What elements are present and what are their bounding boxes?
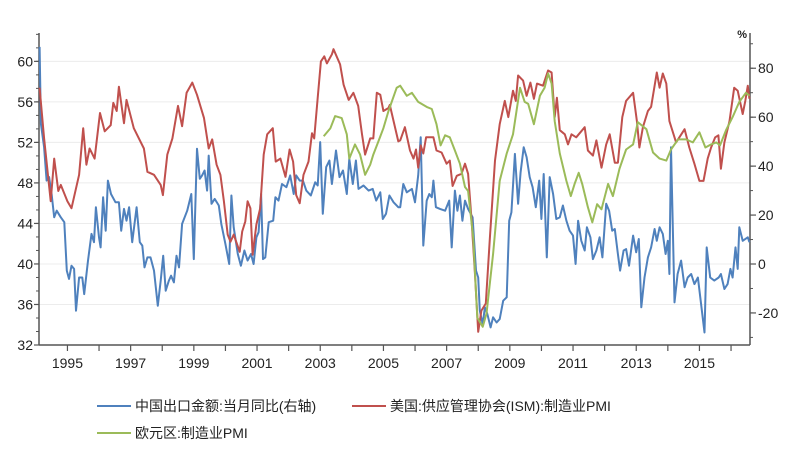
left-axis-tick-label: 56 [17,94,33,110]
x-axis-tick-label: 2001 [241,355,272,371]
eurozone-pmi-line [322,72,751,328]
x-axis-tick-label: 2005 [368,355,399,371]
legend-swatch-blue [97,405,131,407]
x-axis-tick-label: 2015 [684,355,715,371]
left-axis-tick-label: 36 [17,296,33,312]
legend-item-eurozone-pmi: 欧元区:制造业PMI [97,423,248,443]
legend-label: 欧元区:制造业PMI [135,425,248,441]
us-ism-pmi-line [38,48,751,333]
x-axis-tick-label: 2007 [431,355,462,371]
x-axis-tick-label: 2009 [494,355,525,371]
legend-label: 美国:供应管理协会(ISM):制造业PMI [390,398,611,414]
right-axis-tick-label: 0 [758,256,766,272]
left-axis-tick-label: 60 [17,53,33,69]
right-axis-tick-label: 60 [758,109,774,125]
legend-swatch-red [352,405,386,407]
x-axis-tick-label: 2011 [558,355,588,371]
left-axis-tick-label: 44 [17,215,33,231]
x-axis-tick-label: 1999 [178,355,209,371]
x-axis-tick-label: 2003 [305,355,336,371]
x-axis-tick-label: 1995 [52,355,83,371]
left-axis-tick-label: 48 [17,175,33,191]
right-axis-tick-label: -20 [758,305,778,321]
right-axis-unit-label: % [737,29,747,41]
legend-item-china-exports: 中国出口金额:当月同比(右轴) [97,396,316,416]
left-axis-tick-label: 52 [17,134,33,150]
china-exports-yoy-line [38,46,751,334]
left-axis-tick-label: 40 [17,256,33,272]
right-axis-tick-label: 80 [758,60,774,76]
legend-item-us-ism-pmi: 美国:供应管理协会(ISM):制造业PMI [352,396,611,416]
legend-label: 中国出口金额:当月同比(右轴) [135,398,317,414]
legend-swatch-green [97,432,131,434]
right-axis-tick-label: 20 [758,207,774,223]
left-axis-tick-label: 32 [17,337,33,353]
x-axis-tick-label: 2013 [621,355,652,371]
right-axis-tick-label: 40 [758,158,774,174]
x-axis-tick-label: 1997 [115,355,146,371]
